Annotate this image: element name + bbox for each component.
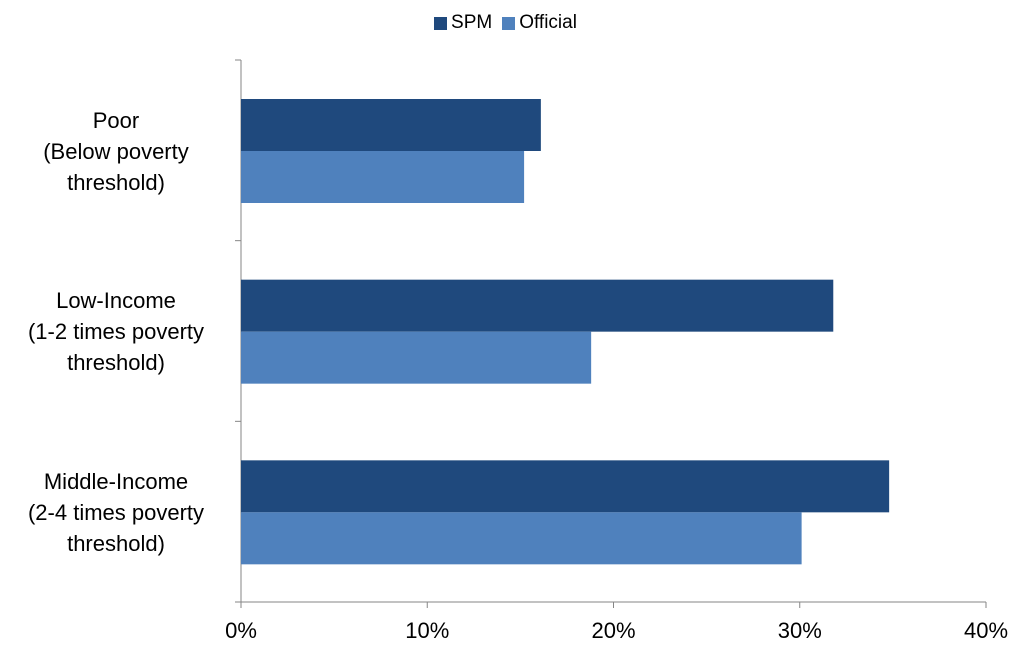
legend-label: SPM (451, 12, 493, 33)
category-label-line: threshold) (67, 350, 165, 376)
category-label-line: Low-Income (56, 288, 176, 314)
bar-spm-2 (241, 279, 834, 332)
bar-official-3 (241, 512, 802, 565)
bar-official-2 (241, 331, 592, 384)
legend-item-official: Official (502, 12, 577, 34)
category-label-line: threshold) (67, 169, 165, 195)
legend-item-spm: SPM (434, 12, 492, 34)
bar-spm-1 (241, 99, 541, 151)
category-label-line: Poor (92, 107, 140, 133)
category-label: Low-Income (1-2 times poverty threshold) (0, 285, 232, 378)
category-label-line: (Below poverty (43, 138, 189, 164)
x-tick-label: 10% (405, 618, 449, 643)
x-tick-label: 30% (778, 618, 822, 643)
category-label: Poor (Below poverty threshold) (0, 105, 232, 198)
x-tick-label: 40% (964, 618, 1008, 643)
category-label-line: (2-4 times poverty (27, 499, 205, 525)
chart-legend: SPM Official (0, 10, 1011, 36)
bar-official-1 (241, 151, 525, 203)
chart-tick-labels: 0% 10% 20% 30% 40% (225, 618, 1008, 643)
legend-swatch (502, 16, 516, 30)
legend-label: Official (519, 12, 577, 33)
x-tick-label: 0% (225, 618, 257, 643)
category-label-line: Middle-Income (43, 468, 189, 494)
chart-bars (241, 99, 890, 565)
category-label-line: (1-2 times poverty (27, 319, 205, 345)
legend-swatch (434, 16, 448, 30)
bar-spm-3 (241, 460, 890, 513)
x-tick-label: 20% (591, 618, 635, 643)
category-label-line: threshold) (67, 530, 165, 556)
category-label: Middle-Income (2-4 times poverty threshold… (0, 466, 232, 559)
